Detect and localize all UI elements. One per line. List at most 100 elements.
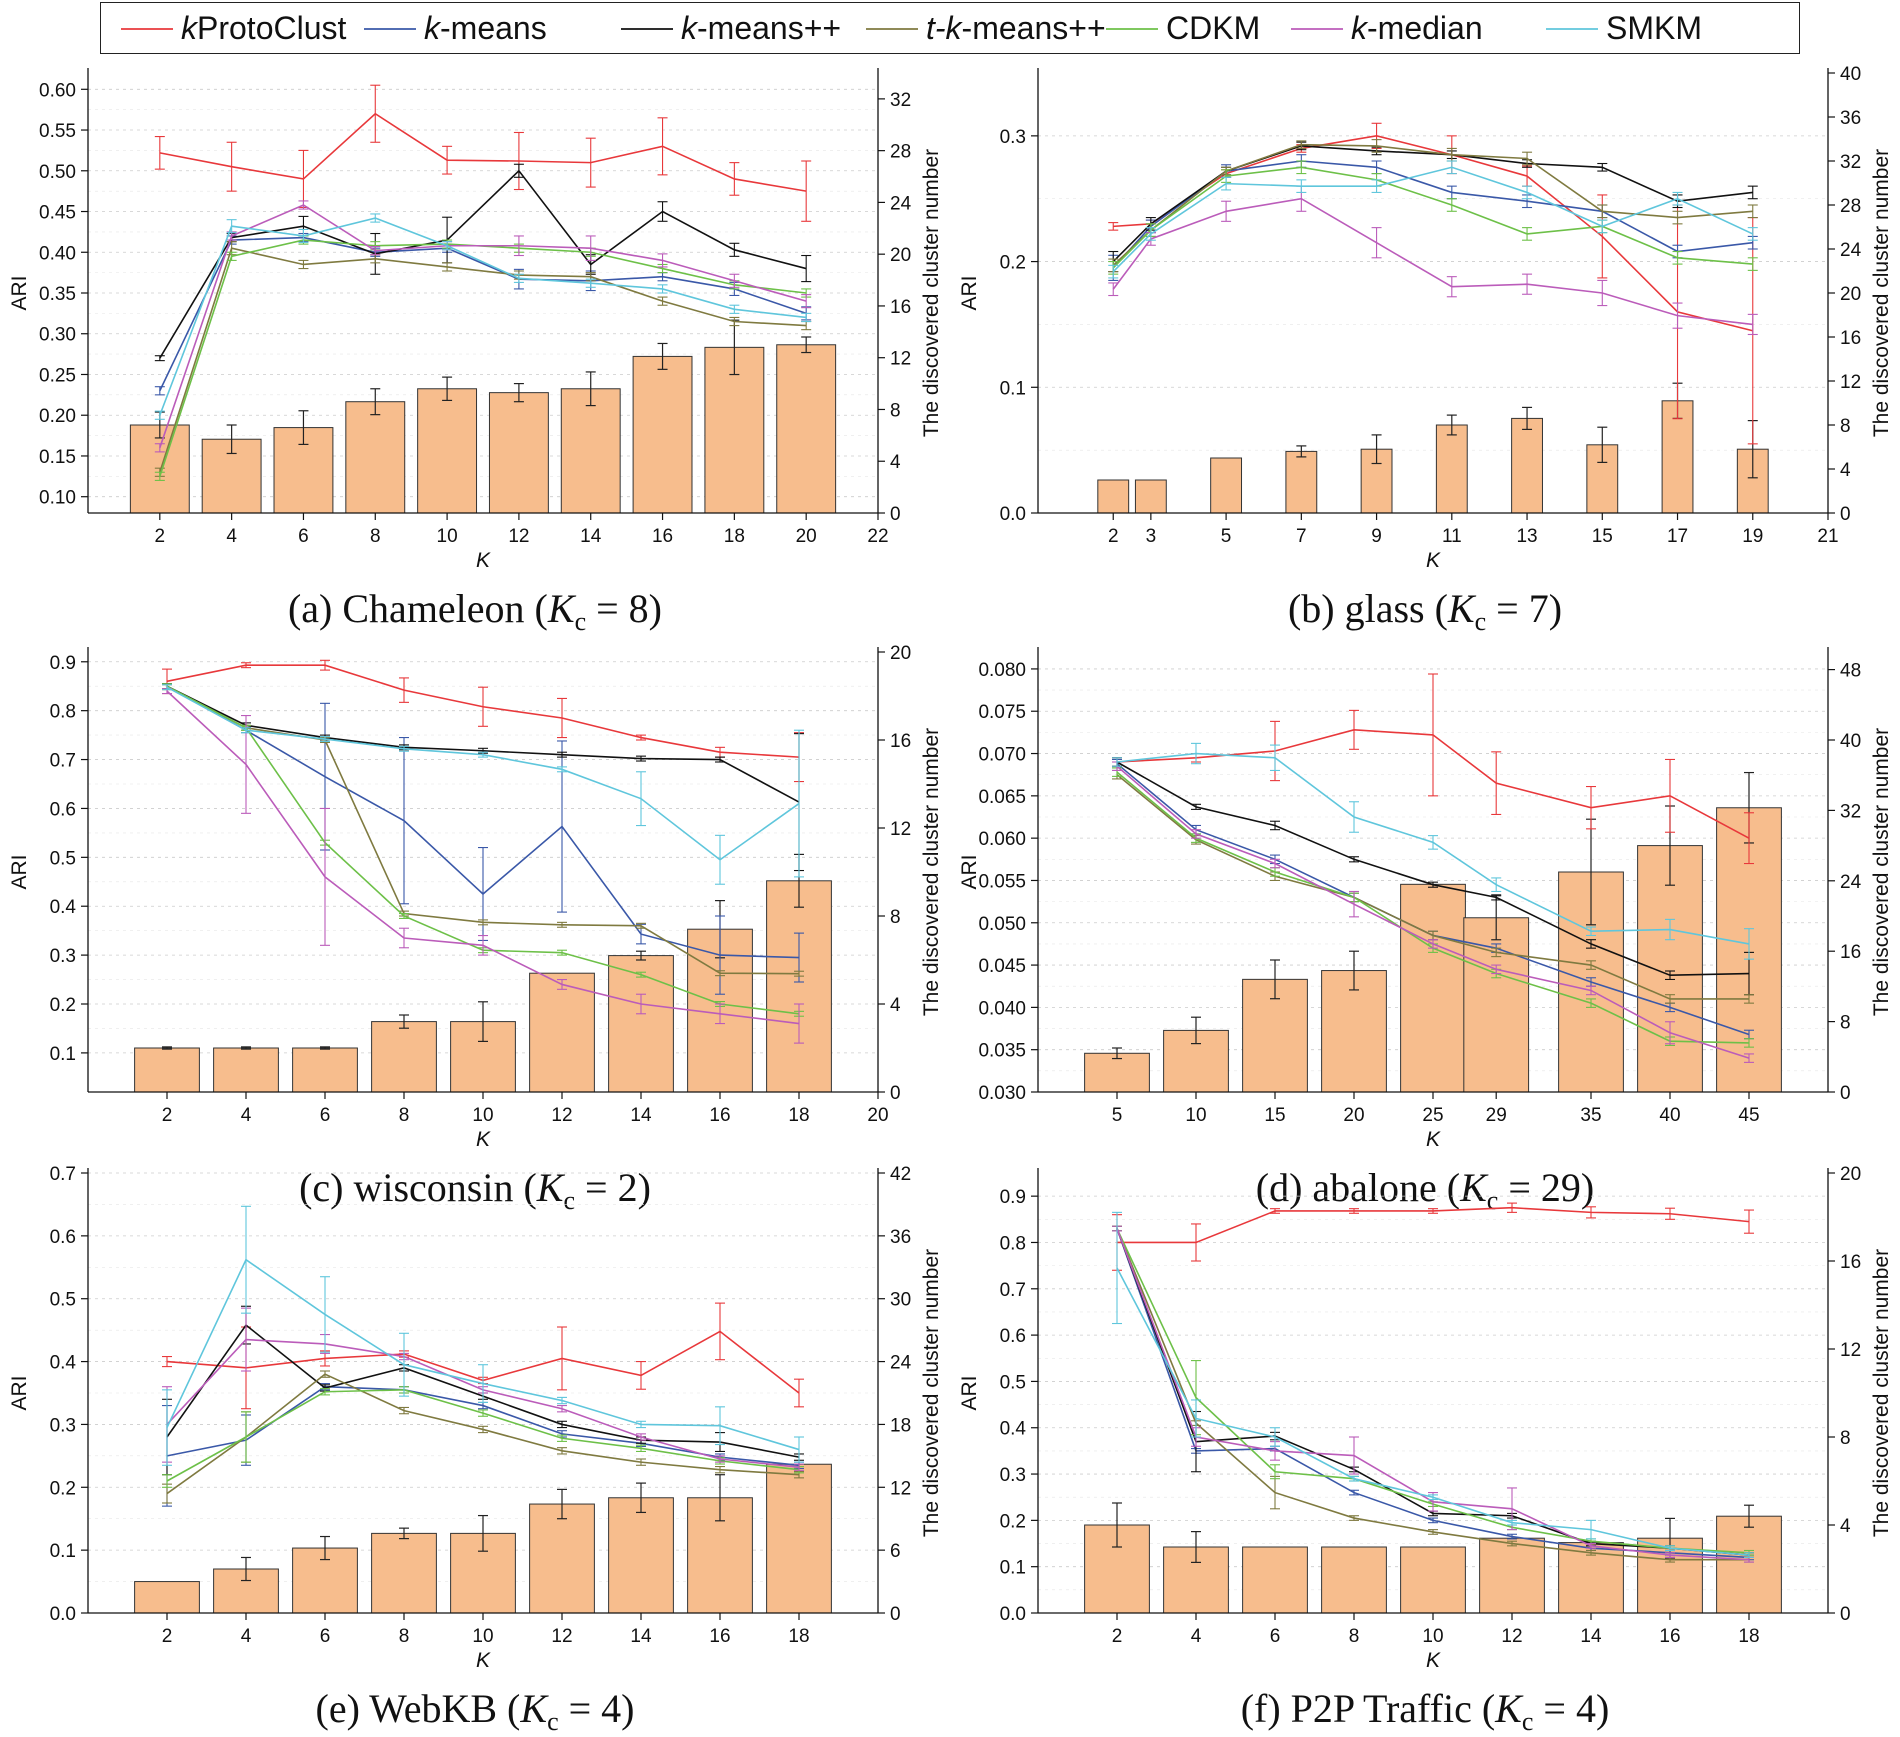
x-tick-label: 13 xyxy=(1516,526,1537,547)
y-tick-label: 0.0 xyxy=(1000,1604,1026,1625)
x-tick-label: 16 xyxy=(709,1626,730,1647)
chart-chameleon: 0.10 0.15 0.20 0.25 0.30 0.35 0.40 0.45 0.50 0.55… xyxy=(8,68,943,572)
y-tick-label: 0.9 xyxy=(1000,1187,1026,1208)
bar xyxy=(632,355,693,514)
panel-webkb: 0.0 0.1 0.2 0.3 0.4 0.5 0.6 0.7 0 6 12 18 24 30 36 42 2 4… xyxy=(0,1158,950,1737)
caption-abalone: (d) abalone (Kc = 29) xyxy=(1255,1165,1595,1215)
series-line-kmeanspp xyxy=(159,169,807,359)
x-tick-label: 18 xyxy=(724,526,745,547)
y-axis-title: ARI xyxy=(8,1375,31,1410)
y-tick-label: 0.3 xyxy=(1000,1465,1026,1486)
y-tick-label: 0.6 xyxy=(50,799,76,820)
y2-tick-label: 24 xyxy=(890,1353,912,1374)
bar xyxy=(1097,479,1130,514)
y-tick-label: 0.60 xyxy=(39,80,76,101)
x-tick-label: 11 xyxy=(1442,526,1462,547)
x-tick-label: 15 xyxy=(1592,526,1613,547)
x-tick-label: 20 xyxy=(1343,1105,1364,1126)
y2-tick-label: 4 xyxy=(1840,460,1851,481)
y-tick-label: 0.060 xyxy=(978,829,1026,850)
x-tick-label: 10 xyxy=(1422,1626,1443,1647)
panel-abalone: 0.030 0.035 0.040 0.045 0.050 0.055 0.060 0.065… xyxy=(950,637,1900,1216)
x-tick-label: 19 xyxy=(1742,526,1763,547)
series-line-kmeanspp xyxy=(1112,145,1753,263)
x-tick-label: 20 xyxy=(796,526,817,547)
y-axis-title: ARI xyxy=(8,854,31,889)
y-tick-label: 0.030 xyxy=(978,1083,1026,1104)
y2-tick-label: 32 xyxy=(890,90,911,111)
panel-glass: 0.0 0.1 0.2 0.3 0 4 8 12 16 20 24 28 32 36 40 2 3 5 7 9 11 13… xyxy=(950,58,1900,637)
y2-tick-label: 40 xyxy=(1840,64,1861,85)
series-line-kmedian xyxy=(1112,197,1753,326)
bar xyxy=(1435,424,1468,514)
y2-axis-title: The discovered cluster number xyxy=(1870,1249,1893,1537)
y-tick-label: 0.20 xyxy=(39,406,76,427)
y-tick-label: 0.5 xyxy=(50,848,76,869)
y-tick-label: 0.070 xyxy=(978,745,1026,766)
bar xyxy=(371,1532,437,1614)
bar xyxy=(529,1503,595,1614)
x-tick-label: 10 xyxy=(437,526,458,547)
x-tick-label: 18 xyxy=(788,1105,809,1126)
y2-tick-label: 0 xyxy=(1840,1604,1851,1625)
y-tick-label: 0.075 xyxy=(978,702,1026,723)
y2-tick-label: 24 xyxy=(1840,240,1862,261)
caption-glass: (b) glass (Kc = 7) xyxy=(1287,586,1563,636)
bar xyxy=(134,1581,200,1614)
y2-tick-label: 12 xyxy=(1840,1340,1861,1361)
bar xyxy=(766,880,832,1093)
y-axis-title: ARI xyxy=(958,854,981,889)
y2-tick-label: 8 xyxy=(890,907,901,928)
y2-tick-label: 28 xyxy=(890,142,911,163)
x-axis-title: K xyxy=(1426,1128,1441,1151)
series-line-kmeans xyxy=(1112,160,1753,269)
y2-tick-label: 20 xyxy=(1840,1164,1861,1185)
bar xyxy=(1242,978,1308,1093)
x-tick-label: 40 xyxy=(1659,1105,1680,1126)
y2-axis-title: The discovered cluster number xyxy=(920,728,943,1016)
x-tick-label: 8 xyxy=(399,1626,410,1647)
x-tick-label: 5 xyxy=(1221,526,1232,547)
caption-wisconsin: (c) wisconsin (Kc = 2) xyxy=(299,1165,651,1215)
y2-tick-label: 0 xyxy=(890,1083,901,1104)
x-tick-label: 4 xyxy=(1191,1626,1202,1647)
x-tick-label: 18 xyxy=(1738,1626,1759,1647)
y2-tick-label: 18 xyxy=(890,1415,911,1436)
bar xyxy=(371,1021,437,1093)
y-tick-label: 0.7 xyxy=(1000,1280,1026,1301)
y2-tick-label: 36 xyxy=(1840,108,1861,129)
x-tick-label: 4 xyxy=(241,1626,252,1647)
series-line-SMKM xyxy=(1112,166,1754,273)
bar xyxy=(1321,1546,1387,1614)
y2-tick-label: 32 xyxy=(1840,152,1861,173)
y-tick-label: 0.6 xyxy=(1000,1326,1026,1347)
bar xyxy=(1210,457,1243,514)
x-tick-label: 20 xyxy=(867,1105,888,1126)
y-axis-title: ARI xyxy=(958,275,981,310)
series-line-SMKM xyxy=(166,1258,800,1451)
y-tick-label: 0.9 xyxy=(50,653,76,674)
series-line-tkmeanspp xyxy=(1112,143,1753,266)
bar xyxy=(1285,450,1318,514)
x-tick-label: 12 xyxy=(551,1626,572,1647)
bar xyxy=(213,1047,279,1093)
x-tick-label: 14 xyxy=(580,526,602,547)
y-tick-label: 0.1 xyxy=(1000,378,1026,399)
y-tick-label: 0.45 xyxy=(39,203,76,224)
bar xyxy=(776,344,837,514)
bar xyxy=(488,392,549,514)
x-tick-label: 6 xyxy=(320,1105,331,1126)
x-axis-title: K xyxy=(476,1649,491,1672)
y2-tick-label: 28 xyxy=(1840,196,1861,217)
y2-tick-label: 0 xyxy=(1840,504,1851,525)
x-tick-label: 6 xyxy=(320,1626,331,1647)
y-tick-label: 0.25 xyxy=(39,365,76,386)
chart-glass: 0.0 0.1 0.2 0.3 0 4 8 12 16 20 24 28 32 36 40 2 3 5 7 9 11 13… xyxy=(958,64,1893,572)
x-tick-label: 14 xyxy=(630,1105,652,1126)
bar xyxy=(134,1047,200,1093)
y2-tick-label: 32 xyxy=(1840,801,1861,822)
x-axis-title: K xyxy=(476,549,491,572)
y2-tick-label: 16 xyxy=(890,731,911,752)
